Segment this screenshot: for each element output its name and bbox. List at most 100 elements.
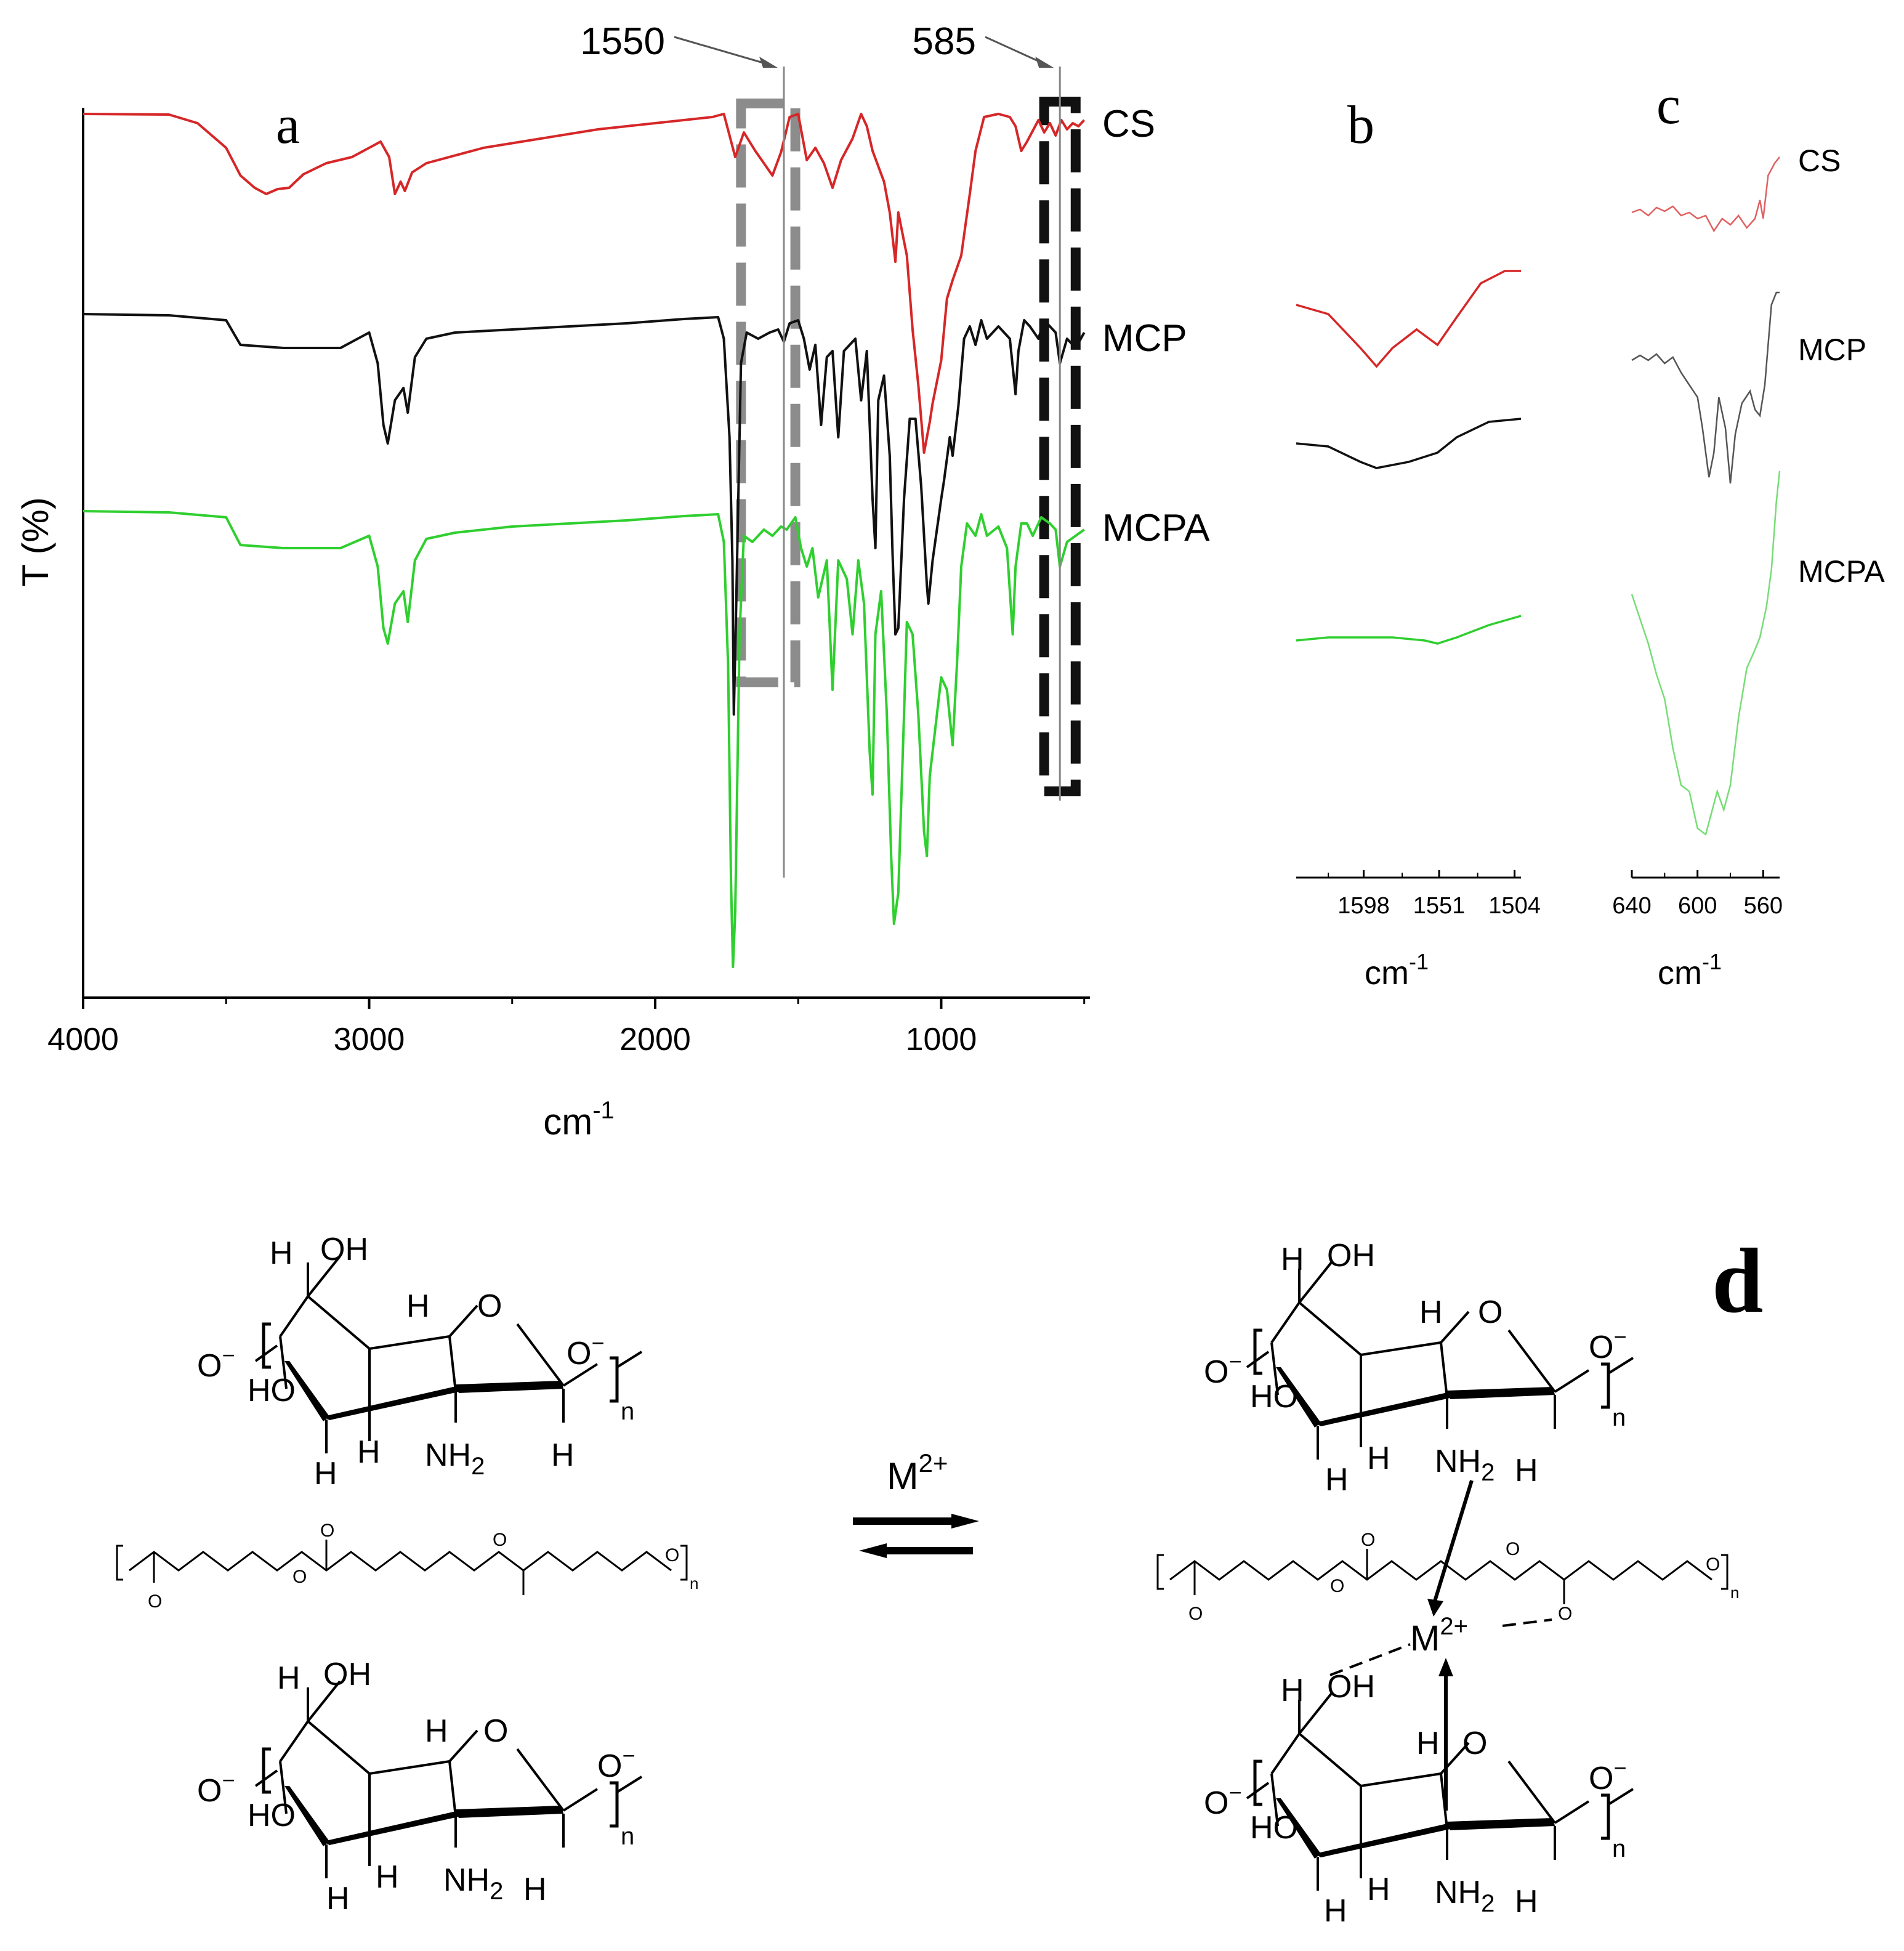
panel-d-label: d (1712, 1230, 1763, 1332)
atom-label: H (1419, 1295, 1443, 1330)
atom-label: H (1325, 1462, 1349, 1498)
panel-c-label: c (1656, 76, 1680, 135)
x-tick-label: 2000 (619, 1022, 691, 1057)
series-label-cs: CS (1102, 103, 1155, 145)
series-line-mcpa (1296, 615, 1522, 645)
series-label-mcpa: MCPA (1102, 507, 1210, 549)
chitosan-right-bottom: H OH H O O− HO H H NH2 H n O− (1204, 1669, 1633, 1929)
series-label-cs: CS (1798, 143, 1841, 178)
atom-label: H (1367, 1872, 1390, 1907)
atom-label: NH2 (1435, 1875, 1495, 1917)
series-line-mcp (1296, 418, 1522, 469)
series-line-mcpa (1631, 471, 1781, 836)
equilibrium-arrows: M2+ (853, 1448, 979, 1558)
series-label-mcp: MCP (1102, 317, 1187, 360)
atom-label: H (1515, 1884, 1538, 1920)
atom-label: O (665, 1545, 679, 1565)
panel-a-series (83, 113, 1086, 968)
annotation-arrow-1550 (674, 36, 772, 67)
annotation-arrowhead-585 (1035, 57, 1054, 68)
series-line-cs (83, 113, 1086, 454)
series-line-cs (1631, 156, 1780, 233)
atom-label: H (314, 1456, 337, 1492)
atom-label: H (1416, 1726, 1440, 1761)
panel-c-axes: 640 600 560 (1612, 870, 1783, 919)
x-tick-label: 1504 (1488, 893, 1541, 919)
atom-label: H (357, 1434, 381, 1470)
x-tick-label: 640 (1612, 893, 1651, 919)
atom-label: O (292, 1567, 307, 1587)
atom-label: O− (1204, 1780, 1241, 1821)
panel-b-label: b (1347, 95, 1374, 155)
atom-label: O− (1589, 1755, 1626, 1796)
x-tick-label: 600 (1678, 893, 1717, 919)
atom-label: O− (597, 1743, 635, 1784)
atom-label: O− (1204, 1349, 1241, 1390)
atom-label: H (425, 1713, 448, 1749)
panel-d: d (116, 1230, 1763, 1929)
atom-label: O− (197, 1343, 235, 1384)
panel-a-ylabel: T (%) (15, 497, 56, 587)
panel-b: b 1598 1551 1504 cm-1 (1296, 95, 1541, 992)
atom-label: OH (320, 1232, 368, 1267)
atom-label: O (320, 1521, 334, 1541)
panel-c-xlabel-sup: -1 (1702, 949, 1722, 974)
atom-label: O (1330, 1576, 1344, 1596)
atom-label: O (1188, 1604, 1203, 1624)
atom-label: O (1558, 1604, 1572, 1624)
atom-label: H (1324, 1893, 1347, 1929)
x-tick-label: 1551 (1413, 893, 1466, 919)
atom-label: HO (1250, 1810, 1298, 1846)
atom-label: O (1361, 1530, 1375, 1550)
series-line-mcp (1631, 291, 1780, 484)
atom-label: O− (1589, 1324, 1626, 1365)
annotation-label-585: 585 (913, 20, 976, 63)
atom-label: n (1612, 1404, 1626, 1431)
chitosan-left-top: H OH H O O− HO H H NH2 H n O− (197, 1232, 642, 1492)
series-line-mcpa (83, 510, 1085, 968)
atom-label: O (477, 1288, 502, 1324)
atom-label: NH2 (1435, 1444, 1495, 1486)
annotation-label-1550: 1550 (580, 20, 665, 63)
amide-region-box (736, 99, 801, 687)
atom-label: n (621, 1398, 634, 1425)
x-tick-label: 1000 (906, 1022, 977, 1057)
atom-label: NH2 (425, 1437, 485, 1480)
atom-label: O− (197, 1767, 235, 1809)
atom-label: n (1612, 1835, 1626, 1862)
panel-a-axes: 4000 3000 2000 1000 (47, 108, 1090, 1057)
panel-a-annotations: 1550 585 (580, 20, 1061, 878)
atom-label: NH2 (443, 1862, 503, 1905)
panel-c-series-labels: CS MCP MCPA (1798, 143, 1885, 589)
atom-label: HO (248, 1373, 296, 1408)
reagent-label: M2+ (887, 1448, 948, 1498)
atom-label: O (1706, 1554, 1720, 1575)
atom-label: H (376, 1859, 399, 1895)
x-tick-label: 3000 (334, 1022, 405, 1057)
x-tick-label: 560 (1744, 893, 1783, 919)
x-tick-label: 4000 (47, 1022, 119, 1057)
atom-label: HO (1250, 1379, 1298, 1415)
atom-label: O (493, 1530, 507, 1550)
panel-b-xlabel-sup: -1 (1409, 949, 1429, 974)
panel-a-xlabel-sup: -1 (592, 1097, 615, 1124)
atom-label: H (326, 1881, 350, 1917)
chitosan-left-bottom: H OH H O O− HO H H NH2 H n O− (197, 1657, 642, 1917)
atom-label: H (551, 1437, 575, 1473)
atom-label: n (1730, 1583, 1739, 1602)
panel-c-series (1631, 156, 1781, 836)
series-label-mcp: MCP (1798, 333, 1866, 367)
atom-label: H (1281, 1242, 1304, 1277)
panel-b-axes: 1598 1551 1504 (1296, 870, 1541, 919)
series-line-mcp (83, 313, 1086, 716)
atom-label: O (1462, 1726, 1487, 1761)
pcl-chain-right: O O O O O O n (1156, 1530, 1739, 1624)
atom-label: H (1515, 1453, 1538, 1488)
atom-label: H (406, 1288, 430, 1324)
atom-label: O (148, 1591, 162, 1612)
metal-ion-label: M2+ (1410, 1613, 1468, 1658)
panel-a-series-labels: CS MCP MCPA (1102, 103, 1210, 549)
panel-b-series (1296, 270, 1522, 645)
atom-label: n (690, 1574, 698, 1593)
series-line-cs (1296, 270, 1521, 368)
